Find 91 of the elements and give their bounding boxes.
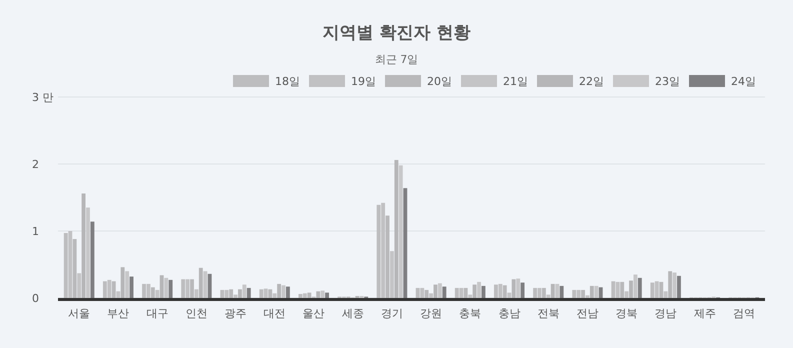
bar — [516, 278, 520, 298]
bar — [164, 278, 168, 298]
legend-label: 19일 — [351, 74, 376, 88]
bar — [620, 282, 624, 298]
bar — [572, 290, 576, 298]
bar — [629, 280, 633, 298]
bar — [155, 290, 160, 298]
bar — [238, 289, 242, 298]
x-tick-label: 광주 — [224, 307, 247, 320]
x-tick-label: 세종 — [342, 307, 364, 320]
x-tick-label: 전남 — [576, 307, 598, 320]
bar — [64, 233, 68, 298]
bar — [472, 284, 477, 298]
bar — [590, 286, 594, 298]
x-tick-label: 충북 — [459, 307, 482, 320]
bar — [198, 268, 203, 298]
bar — [502, 285, 507, 298]
y-tick-label: 3 만 — [32, 90, 54, 104]
bar — [307, 292, 312, 298]
bar — [677, 276, 681, 298]
x-tick-label: 경북 — [616, 307, 638, 320]
bar — [594, 286, 598, 298]
bar — [220, 290, 224, 298]
bar — [68, 231, 72, 298]
x-tick-label: 울산 — [302, 307, 325, 320]
bar — [264, 288, 268, 298]
x-tick-label: 경기 — [380, 307, 403, 320]
bar — [520, 282, 525, 298]
legend-label: 22일 — [579, 74, 604, 88]
bar — [259, 289, 264, 298]
bar — [438, 283, 442, 298]
bar — [533, 288, 538, 298]
legend-label: 23일 — [655, 74, 680, 88]
bar — [512, 279, 516, 298]
legend-label: 24일 — [731, 74, 756, 88]
bar — [224, 290, 229, 298]
bar — [668, 271, 672, 298]
bar — [420, 288, 424, 298]
bar — [125, 271, 130, 298]
bar — [316, 291, 320, 298]
bar — [325, 292, 329, 298]
bar — [107, 280, 112, 298]
x-tick-label: 대전 — [264, 307, 286, 320]
bar — [168, 280, 173, 298]
legend-label: 21일 — [503, 74, 528, 88]
bar — [120, 267, 125, 298]
bar — [398, 165, 403, 298]
chart-title: 지역별 확진자 현황 — [322, 23, 470, 43]
bar — [181, 279, 186, 298]
bar — [654, 281, 659, 298]
x-tick-label: 경남 — [654, 307, 677, 320]
x-tick-label: 전북 — [537, 307, 560, 320]
bar — [272, 293, 277, 298]
bar — [482, 286, 486, 298]
x-tick-label: 서울 — [68, 307, 90, 320]
bar — [434, 284, 438, 298]
y-tick-label: 1 — [32, 224, 39, 238]
x-tick-label: 검역 — [732, 307, 755, 320]
x-tick-label: 대구 — [146, 307, 168, 320]
legend-label: 20일 — [427, 74, 452, 88]
bar — [320, 290, 325, 298]
bar — [130, 276, 134, 298]
bar — [672, 272, 676, 298]
bar — [633, 274, 638, 298]
x-tick-label: 제주 — [694, 307, 716, 320]
bar — [477, 282, 481, 298]
bar — [394, 160, 398, 298]
bar — [560, 286, 564, 298]
bar — [82, 193, 86, 298]
bar — [90, 222, 94, 298]
bar — [403, 188, 408, 298]
chart-subtitle: 최근 7일 — [374, 53, 418, 66]
y-tick-label: 0 — [32, 292, 39, 305]
bar — [242, 284, 246, 298]
bar — [203, 271, 208, 298]
bar — [442, 286, 446, 298]
bar — [286, 286, 290, 298]
x-tick-label: 부산 — [107, 307, 130, 320]
bar — [282, 285, 286, 298]
legend-label: 18일 — [275, 74, 300, 88]
bar — [376, 204, 381, 298]
x-tick-label: 강원 — [420, 307, 442, 320]
x-tick-label: 충남 — [498, 307, 520, 320]
bar — [277, 284, 282, 298]
bar — [86, 208, 90, 298]
y-tick-label: 2 — [32, 158, 39, 171]
bar — [638, 278, 642, 298]
x-tick-label: 인천 — [185, 307, 208, 320]
bar — [160, 275, 164, 298]
bar — [454, 288, 459, 298]
bar — [246, 288, 251, 298]
